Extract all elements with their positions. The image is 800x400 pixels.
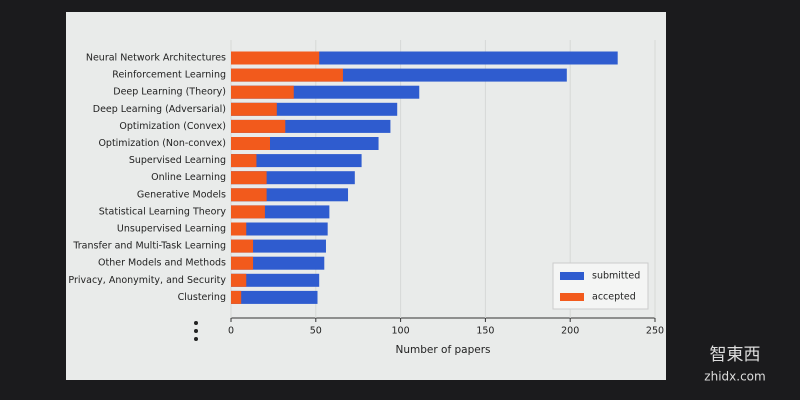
y-tick-label: Transfer and Multi-Task Learning: [72, 241, 226, 252]
y-tick-label: Reinforcement Learning: [112, 70, 226, 81]
bar: [231, 256, 325, 270]
ellipsis-dot: [194, 337, 198, 341]
bar: [231, 222, 247, 236]
ellipsis-dot: [194, 329, 198, 333]
x-axis-label: Number of papers: [396, 344, 491, 356]
watermark-logo: 智東西: [710, 345, 761, 365]
bar: [231, 290, 318, 304]
y-tick-label: Online Learning: [151, 172, 226, 183]
y-tick-label: Deep Learning (Theory): [113, 87, 226, 98]
x-tick-label: 250: [646, 326, 664, 337]
bar: [231, 137, 271, 150]
bar: [231, 51, 320, 65]
bar: [231, 154, 362, 168]
x-tick-label: 200: [561, 326, 579, 337]
bar: [231, 290, 242, 304]
bar: [231, 102, 277, 116]
legend-label: submitted: [592, 271, 640, 282]
bar: [231, 273, 247, 287]
y-tick-label: Deep Learning (Adversarial): [93, 104, 226, 115]
bar: [231, 205, 265, 219]
bar: [231, 119, 286, 133]
y-tick-label: Optimization (Non-convex): [98, 138, 226, 149]
bar: [231, 239, 254, 253]
bar: [231, 188, 267, 202]
watermark-site: zhidx.com: [704, 370, 765, 384]
legend-swatch: [560, 272, 584, 280]
legend-label: accepted: [592, 292, 636, 303]
y-tick-label: Privacy, Anonymity, and Security: [68, 275, 226, 286]
y-tick-label: Generative Models: [137, 189, 226, 200]
bar: [231, 239, 326, 253]
bar: [231, 256, 254, 270]
y-tick-label: Unsupervised Learning: [117, 224, 226, 235]
y-tick-label: Neural Network Architectures: [86, 53, 226, 64]
bar: [231, 68, 343, 82]
y-tick-label: Other Models and Methods: [98, 258, 226, 269]
bar: [231, 51, 618, 65]
x-tick-label: 0: [228, 326, 234, 337]
bar: [231, 154, 257, 168]
bar: [231, 171, 267, 185]
x-tick-label: 50: [310, 326, 322, 337]
y-tick-label: Statistical Learning Theory: [99, 206, 227, 217]
x-tick-label: 100: [392, 326, 410, 337]
ellipsis-dot: [194, 321, 198, 325]
legend-swatch: [560, 293, 584, 301]
x-tick-label: 150: [476, 326, 494, 337]
y-tick-label: Clustering: [178, 292, 226, 303]
bar: [231, 222, 328, 236]
bar: [231, 273, 320, 287]
legend-box: [552, 262, 649, 310]
y-tick-label: Supervised Learning: [129, 155, 226, 166]
bar: [231, 85, 294, 99]
y-tick-label: Optimization (Convex): [119, 121, 226, 132]
